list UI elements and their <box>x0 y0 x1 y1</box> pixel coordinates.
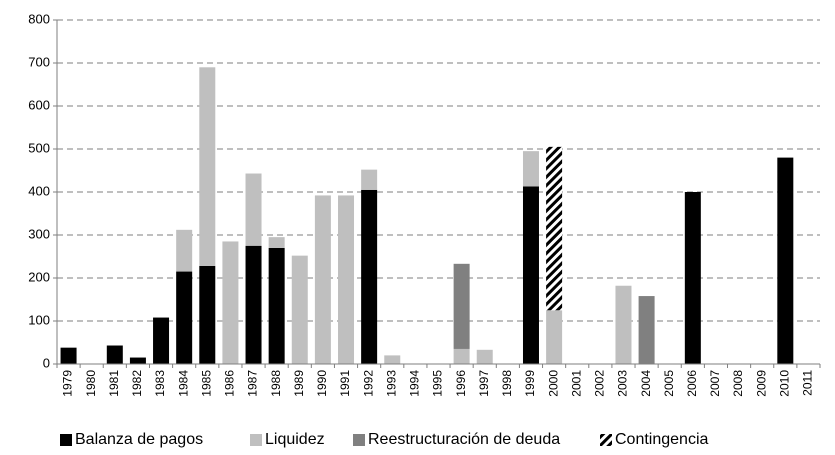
x-tick-label: 1998 <box>500 370 514 397</box>
x-tick-label: 2000 <box>546 370 560 397</box>
x-tick-label: 2007 <box>708 370 722 397</box>
bar-segment <box>60 347 77 364</box>
x-tick-label: 1983 <box>153 370 167 397</box>
bar-segment <box>176 271 193 364</box>
legend-label: Liquidez <box>265 431 325 448</box>
x-tick-label: 1993 <box>384 370 398 397</box>
bar-segment <box>546 310 563 364</box>
bar-segment <box>522 151 539 187</box>
bar-segment <box>615 285 632 364</box>
legend-swatch <box>600 434 612 446</box>
bar-segment <box>129 357 146 364</box>
legend-label: Reestructuración de deuda <box>368 431 560 448</box>
bar-segment <box>153 317 170 364</box>
x-tick-label: 2008 <box>731 370 745 397</box>
bar-segment <box>106 345 123 364</box>
x-tick-label: 2003 <box>616 370 630 397</box>
y-tick-label: 700 <box>28 54 50 69</box>
legend-swatch <box>250 434 262 446</box>
x-tick-label: 2002 <box>593 370 607 397</box>
bar-segment <box>453 263 470 349</box>
x-tick-label: 2006 <box>685 370 699 397</box>
bar-segment <box>245 245 262 364</box>
x-tick-label: 2009 <box>754 370 768 397</box>
legend-swatch <box>60 434 72 446</box>
x-tick-label: 1994 <box>408 370 422 397</box>
y-tick-label: 0 <box>43 355 50 370</box>
x-tick-label: 2001 <box>569 370 583 397</box>
y-tick-label: 800 <box>28 11 50 26</box>
x-tick-label: 1997 <box>477 370 491 397</box>
x-tick-label: 1985 <box>199 370 213 397</box>
bar-segment <box>361 189 378 364</box>
x-tick-label: 1982 <box>130 370 144 397</box>
bar-segment <box>638 296 655 364</box>
y-tick-label: 200 <box>28 269 50 284</box>
x-tick-label: 1981 <box>107 370 121 397</box>
x-tick-label: 1980 <box>84 370 98 397</box>
bar-segment <box>314 195 331 364</box>
bar-segment <box>199 265 216 364</box>
x-tick-label: 1991 <box>338 370 352 397</box>
y-tick-label: 500 <box>28 140 50 155</box>
x-tick-label: 1992 <box>361 370 375 397</box>
x-tick-label: 1995 <box>431 370 445 397</box>
y-tick-label: 300 <box>28 226 50 241</box>
bar-segment <box>522 186 539 364</box>
x-tick-label: 1988 <box>269 370 283 397</box>
x-tick-label: 1989 <box>292 370 306 397</box>
x-tick-label: 2005 <box>662 370 676 397</box>
y-tick-label: 400 <box>28 183 50 198</box>
x-tick-label: 2010 <box>777 370 791 397</box>
bar-segment <box>476 349 493 364</box>
bar-segment <box>268 247 285 364</box>
x-tick-label: 1996 <box>454 370 468 397</box>
legend-label: Contingencia <box>615 431 709 448</box>
x-tick-label: 1990 <box>315 370 329 397</box>
x-tick-label: 1979 <box>61 370 75 397</box>
bar-segment <box>684 192 701 364</box>
x-tick-label: 1999 <box>523 370 537 397</box>
bar-segment <box>546 146 563 311</box>
y-tick-label: 600 <box>28 97 50 112</box>
bar-segment <box>176 229 193 272</box>
bar-segment <box>384 355 401 364</box>
x-tick-label: 1986 <box>223 370 237 397</box>
legend-label: Balanza de pagos <box>75 431 203 448</box>
y-tick-label: 100 <box>28 312 50 327</box>
bar-segment <box>338 195 355 364</box>
bar-segment <box>291 255 308 364</box>
legend-swatch <box>353 434 365 446</box>
x-tick-label: 1987 <box>246 370 260 397</box>
bar-segment <box>777 157 794 364</box>
bar-segment <box>268 237 285 248</box>
x-tick-label: 2004 <box>639 370 653 397</box>
bar-segment <box>199 67 216 266</box>
bar-segment <box>453 348 470 364</box>
x-tick-label: 1984 <box>176 370 190 397</box>
bar-segment <box>222 241 239 364</box>
x-tick-label: 2011 <box>801 370 815 396</box>
bar-segment <box>361 169 378 190</box>
bar-segment <box>245 173 262 246</box>
